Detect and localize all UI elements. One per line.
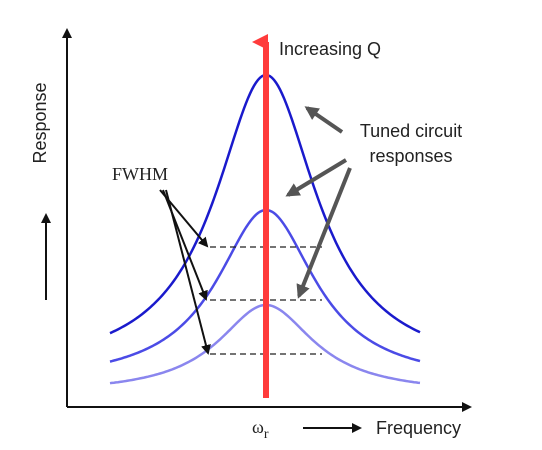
callout-arrow-low [296, 167, 352, 299]
fwhm-label: FWHM [112, 164, 168, 184]
callout-arrow-mid [285, 158, 348, 197]
callout-label-line1: Tuned circuit [360, 121, 462, 141]
x-axis-label: Frequency [376, 418, 461, 438]
callout-arrow-high [304, 106, 344, 134]
callout-label-line2: responses [369, 146, 452, 166]
fwhm-arrow-low [165, 189, 211, 355]
y-axis-label: Response [30, 82, 50, 163]
resonant-frequency-symbol: ωr [252, 417, 269, 442]
increasing-q-label: Increasing Q [279, 39, 381, 59]
